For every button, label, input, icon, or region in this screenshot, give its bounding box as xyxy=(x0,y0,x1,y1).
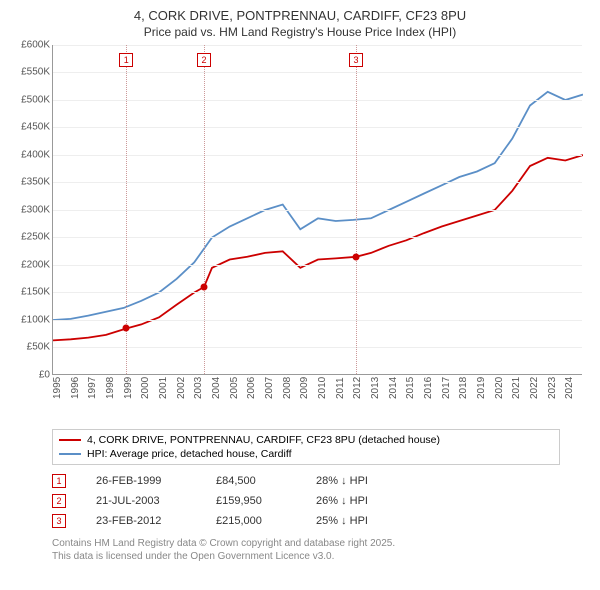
transaction-badge: 2 xyxy=(52,494,66,508)
legend: 4, CORK DRIVE, PONTPRENNAU, CARDIFF, CF2… xyxy=(52,429,560,465)
y-tick-label: £50K xyxy=(10,342,50,353)
gridline xyxy=(53,182,582,183)
marker-vline xyxy=(356,45,357,374)
y-tick-label: £350K xyxy=(10,177,50,188)
legend-label: HPI: Average price, detached house, Card… xyxy=(87,448,292,460)
y-tick-label: £200K xyxy=(10,259,50,270)
transaction-delta: 28% ↓ HPI xyxy=(316,475,368,487)
y-tick-label: £550K xyxy=(10,67,50,78)
gridline xyxy=(53,100,582,101)
y-tick-label: £100K xyxy=(10,314,50,325)
legend-label: 4, CORK DRIVE, PONTPRENNAU, CARDIFF, CF2… xyxy=(87,434,440,446)
gridline xyxy=(53,292,582,293)
chart-area: £0 £50K £100K £150K £200K £250K £300K £350K £400… xyxy=(10,45,590,425)
gridline xyxy=(53,210,582,211)
y-tick-label: £450K xyxy=(10,122,50,133)
transaction-badge: 1 xyxy=(52,474,66,488)
transaction-row: 2 21-JUL-2003 £159,950 26% ↓ HPI xyxy=(52,491,590,511)
transaction-badge: 3 xyxy=(52,514,66,528)
marker-badge: 1 xyxy=(119,53,133,67)
footer-line2: This data is licensed under the Open Gov… xyxy=(52,550,590,563)
marker-badge: 3 xyxy=(349,53,363,67)
y-tick-label: £0 xyxy=(10,369,50,380)
gridline xyxy=(53,347,582,348)
gridline xyxy=(53,265,582,266)
license-footer: Contains HM Land Registry data © Crown c… xyxy=(52,537,590,563)
gridline xyxy=(53,155,582,156)
transaction-table: 1 26-FEB-1999 £84,500 28% ↓ HPI 2 21-JUL-2003… xyxy=(52,471,590,531)
x-tick-label: 2024 xyxy=(564,377,600,399)
y-tick-label: £250K xyxy=(10,232,50,243)
legend-row: 4, CORK DRIVE, PONTPRENNAU, CARDIFF, CF2… xyxy=(59,433,553,447)
y-tick-label: £500K xyxy=(10,94,50,105)
marker-dot xyxy=(201,283,208,290)
legend-swatch xyxy=(59,439,81,441)
marker-dot xyxy=(352,253,359,260)
series-hpi xyxy=(53,92,583,320)
y-tick-label: £600K xyxy=(10,39,50,50)
transaction-price: £159,950 xyxy=(216,495,286,507)
gridline xyxy=(53,72,582,73)
marker-badge: 2 xyxy=(197,53,211,67)
chart-title-line2: Price paid vs. HM Land Registry's House … xyxy=(10,25,590,39)
chart-title-line1: 4, CORK DRIVE, PONTPRENNAU, CARDIFF, CF2… xyxy=(10,8,590,25)
transaction-date: 26-FEB-1999 xyxy=(96,475,186,487)
footer-line1: Contains HM Land Registry data © Crown c… xyxy=(52,537,590,550)
marker-dot xyxy=(123,325,130,332)
transaction-date: 21-JUL-2003 xyxy=(96,495,186,507)
y-tick-label: £150K xyxy=(10,287,50,298)
gridline xyxy=(53,127,582,128)
transaction-delta: 26% ↓ HPI xyxy=(316,495,368,507)
transaction-row: 3 23-FEB-2012 £215,000 25% ↓ HPI xyxy=(52,511,590,531)
gridline xyxy=(53,237,582,238)
transaction-delta: 25% ↓ HPI xyxy=(316,515,368,527)
transaction-row: 1 26-FEB-1999 £84,500 28% ↓ HPI xyxy=(52,471,590,491)
transaction-price: £215,000 xyxy=(216,515,286,527)
gridline xyxy=(53,45,582,46)
chart-container: 4, CORK DRIVE, PONTPRENNAU, CARDIFF, CF2… xyxy=(0,0,600,590)
y-tick-label: £400K xyxy=(10,149,50,160)
gridline xyxy=(53,320,582,321)
legend-row: HPI: Average price, detached house, Card… xyxy=(59,447,553,461)
transaction-date: 23-FEB-2012 xyxy=(96,515,186,527)
plot-region: 1 2 3 xyxy=(52,45,582,375)
marker-vline xyxy=(204,45,205,374)
legend-swatch xyxy=(59,453,81,455)
transaction-price: £84,500 xyxy=(216,475,286,487)
y-tick-label: £300K xyxy=(10,204,50,215)
